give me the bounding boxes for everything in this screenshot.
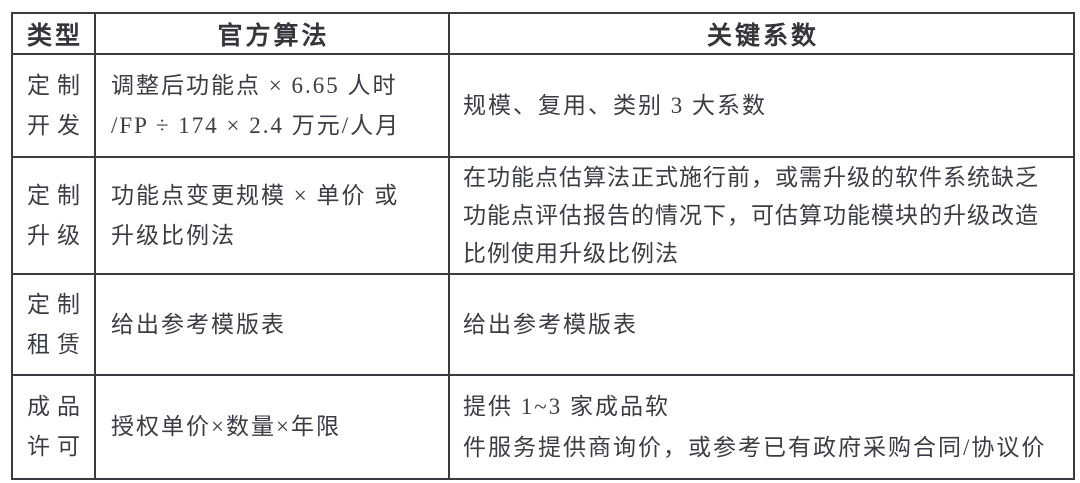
algorithm-cell: 调整后功能点 × 6.65 人时 /FP ÷ 174 × 2.4 万元/人月: [94, 53, 450, 158]
table-row-finished-license: 成品 许可 授权单价×数量×年限 提供 1~3 家成品软 件服务提供商询价，或参…: [11, 374, 1075, 480]
algorithm-line: 调整后功能点 × 6.65 人时: [111, 72, 398, 98]
algorithm-line: 功能点变更规模 × 单价 或: [111, 182, 400, 208]
type-cell: 成品 许可: [11, 374, 96, 480]
algorithm-cell: 给出参考模版表: [94, 273, 450, 376]
type-label-line: 租赁: [27, 331, 87, 357]
table-row-custom-development: 定制 开发 调整后功能点 × 6.65 人时 /FP ÷ 174 × 2.4 万…: [11, 53, 1075, 158]
coefficients-line: 提供 1~3 家成品软: [463, 394, 670, 419]
coefficients-line: 规模、复用、类别 3 大系数: [463, 92, 767, 118]
coefficients-cell: 给出参考模版表: [448, 273, 1075, 376]
type-label-line: 定制: [27, 182, 87, 208]
type-cell: 定制 升级: [11, 156, 96, 275]
table-header-row: 类型 官方算法 关键系数: [11, 12, 1075, 55]
header-type: 类型: [11, 12, 96, 55]
algorithm-line: /FP ÷ 174 × 2.4 万元/人月: [111, 112, 401, 138]
coefficients-line: 比例使用升级比例法: [463, 240, 679, 266]
type-label-line: 许可: [27, 434, 87, 459]
header-algorithm: 官方算法: [94, 12, 450, 55]
coefficients-line: 在功能点估算法正式施行前，或需升级的软件系统缺乏: [463, 164, 1039, 190]
coefficients-line: 件服务提供商询价，或参考已有政府采购合同/协议价: [463, 435, 1047, 460]
coefficients-line: 给出参考模版表: [463, 311, 638, 337]
coefficients-cell: 规模、复用、类别 3 大系数: [448, 53, 1075, 158]
coefficients-cell: 在功能点估算法正式施行前，或需升级的软件系统缺乏 功能点评估报告的情况下，可估算…: [448, 156, 1075, 275]
algorithm-cell: 功能点变更规模 × 单价 或 升级比例法: [94, 156, 450, 275]
table-row-custom-upgrade: 定制 升级 功能点变更规模 × 单价 或 升级比例法 在功能点估算法正式施行前，…: [11, 156, 1075, 275]
type-label-line: 定制: [27, 291, 87, 317]
type-cell: 定制 租赁: [11, 273, 96, 376]
type-cell: 定制 开发: [11, 53, 96, 158]
coefficients-cell: 提供 1~3 家成品软 件服务提供商询价，或参考已有政府采购合同/协议价: [448, 374, 1075, 480]
algorithm-line: 升级比例法: [111, 222, 236, 248]
algorithm-cell: 授权单价×数量×年限: [94, 374, 450, 480]
header-coefficients: 关键系数: [448, 12, 1075, 55]
type-label-line: 升级: [27, 222, 87, 248]
coefficients-line: 功能点评估报告的情况下，可估算功能模块的升级改造: [463, 202, 1039, 228]
table-row-custom-lease: 定制 租赁 给出参考模版表 给出参考模版表: [11, 273, 1075, 376]
type-label-line: 成品: [27, 394, 87, 419]
pricing-algorithm-table: 类型 官方算法 关键系数 定制 开发 调整后功能点 × 6.65 人时 /FP …: [11, 12, 1075, 480]
algorithm-line: 给出参考模版表: [111, 311, 286, 337]
type-label-line: 开发: [27, 112, 87, 138]
type-label-line: 定制: [27, 72, 87, 98]
algorithm-line: 授权单价×数量×年限: [111, 414, 341, 439]
